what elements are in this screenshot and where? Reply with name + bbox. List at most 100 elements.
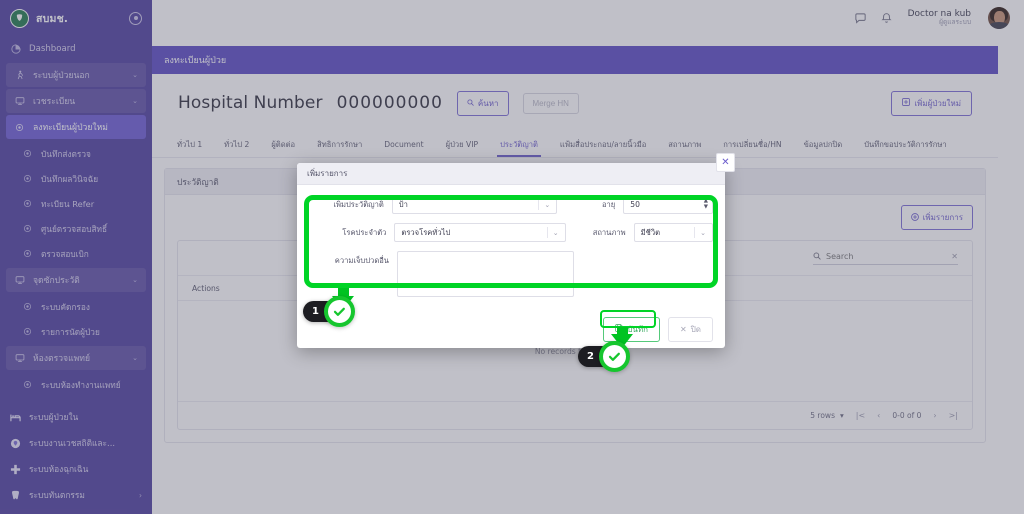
sidebar-group-opd[interactable]: ระบบผู้ป่วยนอก ⌄ bbox=[6, 63, 146, 87]
topbar-actions: Doctor na kub ผู้ดูแลระบบ bbox=[853, 7, 1010, 29]
sidebar-group-history-point[interactable]: จุดซักประวัติ ⌄ bbox=[6, 268, 146, 292]
sidebar-item-rights-check-center[interactable]: ศูนย์ตรวจสอบสิทธิ์ bbox=[0, 216, 152, 241]
pain-textarea[interactable] bbox=[397, 251, 574, 297]
cancel-button-label: ปิด bbox=[690, 324, 701, 334]
sidebar-item-label: ระบบผู้ป่วยนอก bbox=[33, 71, 90, 81]
form-row-disease-status: โรคประจำตัว ตรวจโรคทั่วไป ⌄ สถานภาพ มีชี… bbox=[309, 223, 713, 242]
bed-icon bbox=[10, 412, 21, 423]
tab-status[interactable]: สถานภาพ bbox=[668, 139, 702, 149]
sidebar-item-ipd[interactable]: ระบบผู้ป่วยใน bbox=[0, 404, 152, 430]
sidebar-item-register-new-patient[interactable]: ลงทะเบียนผู้ป่วยใหม่ bbox=[6, 115, 146, 139]
modal-body: เพิ่มประวัติญาติ ป้า ⌄ อายุ 50 ▲ ▼ bbox=[297, 185, 725, 312]
add-relative-modal: เพิ่มรายการ ✕ เพิ่มประวัติญาติ ป้า ⌄ อาย… bbox=[297, 153, 735, 348]
tab-confidential-data[interactable]: ข้อมูลปกปิด bbox=[803, 139, 843, 149]
sidebar-item-emergency-room[interactable]: ระบบห้องฉุกเฉิน bbox=[0, 456, 152, 482]
monitor-icon bbox=[14, 96, 25, 107]
sidebar-group-medical-records[interactable]: เวชระเบียน ⌄ bbox=[6, 89, 146, 113]
tab-relative-history[interactable]: ประวัติญาติ bbox=[489, 134, 549, 157]
disease-value: ตรวจโรคทั่วไป bbox=[401, 227, 451, 237]
user-info[interactable]: Doctor na kub ผู้ดูแลระบบ bbox=[908, 9, 971, 27]
sidebar-item-check-reimbursement[interactable]: ตรวจสอบเบิก bbox=[0, 241, 152, 266]
sidebar-item-label: เวชระเบียน bbox=[33, 97, 76, 107]
status-select[interactable]: มีชีวิต ⌄ bbox=[633, 223, 713, 242]
tab-document[interactable]: Document bbox=[384, 140, 424, 149]
sidebar-item-record-diagnosis[interactable]: บันทึกผลวินิจฉัย bbox=[0, 166, 152, 191]
radio-dot-icon bbox=[22, 248, 33, 259]
sidebar-item-label: ระบบห้องทำงานแพทย์ bbox=[41, 379, 121, 390]
save-disk-icon bbox=[615, 324, 624, 334]
sidebar-item-label: Dashboard bbox=[29, 43, 76, 54]
sidebar-item-label: ระบบผู้ป่วยใน bbox=[29, 412, 79, 422]
add-patient-button[interactable]: เพิ่มผู้ป่วยใหม่ bbox=[891, 90, 972, 116]
bell-icon[interactable] bbox=[879, 11, 894, 26]
cancel-button[interactable]: ✕ ปิด bbox=[668, 316, 713, 342]
sidebar-item-label: ลงทะเบียนผู้ป่วยใหม่ bbox=[33, 123, 108, 133]
last-page-button[interactable]: >| bbox=[948, 411, 958, 420]
tab-contacts[interactable]: ผู้ติดต่อ bbox=[271, 139, 296, 149]
page-info: 0-0 of 0 bbox=[892, 411, 922, 420]
search-button-label: ค้นหา bbox=[477, 98, 499, 108]
tab-general-2[interactable]: ทั่วไป 2 bbox=[224, 139, 250, 149]
sidebar-item-dentistry[interactable]: ระบบทันตกรรม › bbox=[0, 482, 152, 508]
sidebar-group-doctor-exam-room[interactable]: ห้องตรวจแพทย์ ⌄ bbox=[6, 346, 146, 370]
tab-name-hn-change[interactable]: การเปลี่ยนชื่อ/HN bbox=[723, 139, 782, 149]
radio-dot-icon bbox=[22, 173, 33, 184]
rows-per-page-select[interactable]: 5 rows ▾ bbox=[810, 411, 843, 420]
sidebar-item-dashboard[interactable]: Dashboard bbox=[0, 36, 152, 61]
relation-select[interactable]: ป้า ⌄ bbox=[391, 195, 558, 214]
hospital-number-label: Hospital Number bbox=[178, 93, 323, 113]
sidebar-item-refer-registry[interactable]: ทะเบียน Refer bbox=[0, 191, 152, 216]
prev-page-button[interactable]: ‹ bbox=[877, 411, 881, 420]
radio-dot-icon bbox=[22, 379, 33, 390]
age-stepper[interactable]: 50 ▲ ▼ bbox=[623, 195, 713, 214]
gear-icon[interactable] bbox=[129, 11, 142, 25]
close-icon[interactable]: ✕ bbox=[951, 252, 958, 261]
sidebar: สบมช. Dashboard ระบบผู้ป่วยนอก ⌄ เวชระเบ… bbox=[0, 0, 152, 514]
tab-general-1[interactable]: ทั่วไป 1 bbox=[177, 139, 203, 149]
search-button[interactable]: ค้นหา bbox=[456, 90, 509, 116]
stats-hand-icon bbox=[10, 438, 21, 449]
search-input[interactable] bbox=[826, 252, 947, 261]
user-role: ผู้ดูแลระบบ bbox=[939, 18, 971, 27]
table-empty-state: No records to display bbox=[534, 346, 616, 356]
disease-select[interactable]: ตรวจโรคทั่วไป ⌄ bbox=[394, 223, 566, 242]
sidebar-item-label: จุดซักประวัติ bbox=[33, 276, 80, 286]
chevron-down-icon: ⌄ bbox=[132, 97, 138, 105]
next-page-button[interactable]: › bbox=[933, 411, 937, 420]
sidebar-item-record-exam[interactable]: บันทึกส่งตรวจ bbox=[0, 141, 152, 166]
status-label: สถานภาพ bbox=[592, 228, 626, 237]
check-icon bbox=[324, 296, 355, 327]
avatar[interactable] bbox=[988, 7, 1010, 29]
sidebar-item-label: ศูนย์ตรวจสอบสิทธิ์ bbox=[41, 223, 108, 234]
sidebar-item-doctor-workroom[interactable]: ระบบห้องทำงานแพทย์ bbox=[0, 372, 152, 397]
sidebar-item-medical-statistics[interactable]: ระบบงานเวชสถิติและ... bbox=[0, 430, 152, 456]
merge-hn-button[interactable]: Merge HN bbox=[522, 92, 579, 114]
table-search[interactable]: ✕ bbox=[813, 252, 958, 265]
caret-down-icon[interactable]: ▼ bbox=[703, 204, 708, 210]
modal-title: เพิ่มรายการ bbox=[307, 169, 348, 178]
tab-attachments-fingerprint[interactable]: แฟ้มสื่อประกอบ/ลายนิ้วมือ bbox=[559, 139, 647, 149]
tab-vip-patient[interactable]: ผู้ป่วย VIP bbox=[445, 139, 479, 149]
chevron-down-icon: ⌄ bbox=[132, 71, 138, 79]
first-page-button[interactable]: |< bbox=[855, 411, 866, 420]
modal-close-button[interactable]: ✕ bbox=[716, 153, 735, 172]
add-item-button[interactable]: เพิ่มรายการ bbox=[900, 205, 973, 230]
panel-title: ประวัติญาติ bbox=[177, 176, 219, 187]
tab-treatment-rights[interactable]: สิทธิการรักษา bbox=[317, 139, 363, 149]
status-value: มีชีวิต bbox=[640, 227, 661, 237]
caret-up-icon[interactable]: ▲ bbox=[703, 198, 708, 204]
tab-treatment-history-request[interactable]: บันทึกขอประวัติการรักษา bbox=[864, 139, 947, 149]
column-header-actions: Actions bbox=[192, 283, 220, 293]
sidebar-item-patient-appointments[interactable]: รายการนัดผู้ป่วย bbox=[0, 319, 152, 344]
panel-actions: เพิ่มรายการ bbox=[177, 205, 973, 230]
chevron-down-icon: ⌄ bbox=[544, 200, 551, 209]
page-title: ลงทะเบียนผู้ป่วย bbox=[164, 56, 227, 66]
sidebar-item-label: ตรวจสอบเบิก bbox=[41, 248, 89, 259]
sidebar-item-screening-system[interactable]: ระบบคัดกรอง bbox=[0, 294, 152, 319]
save-button[interactable]: บันทึก bbox=[603, 316, 661, 342]
sidebar-item-label: ระบบคัดกรอง bbox=[41, 301, 90, 312]
chat-bubble-icon[interactable] bbox=[853, 11, 868, 26]
monitor-icon bbox=[14, 275, 25, 286]
modal-header: เพิ่มรายการ bbox=[297, 163, 725, 185]
dashboard-icon bbox=[10, 43, 21, 54]
